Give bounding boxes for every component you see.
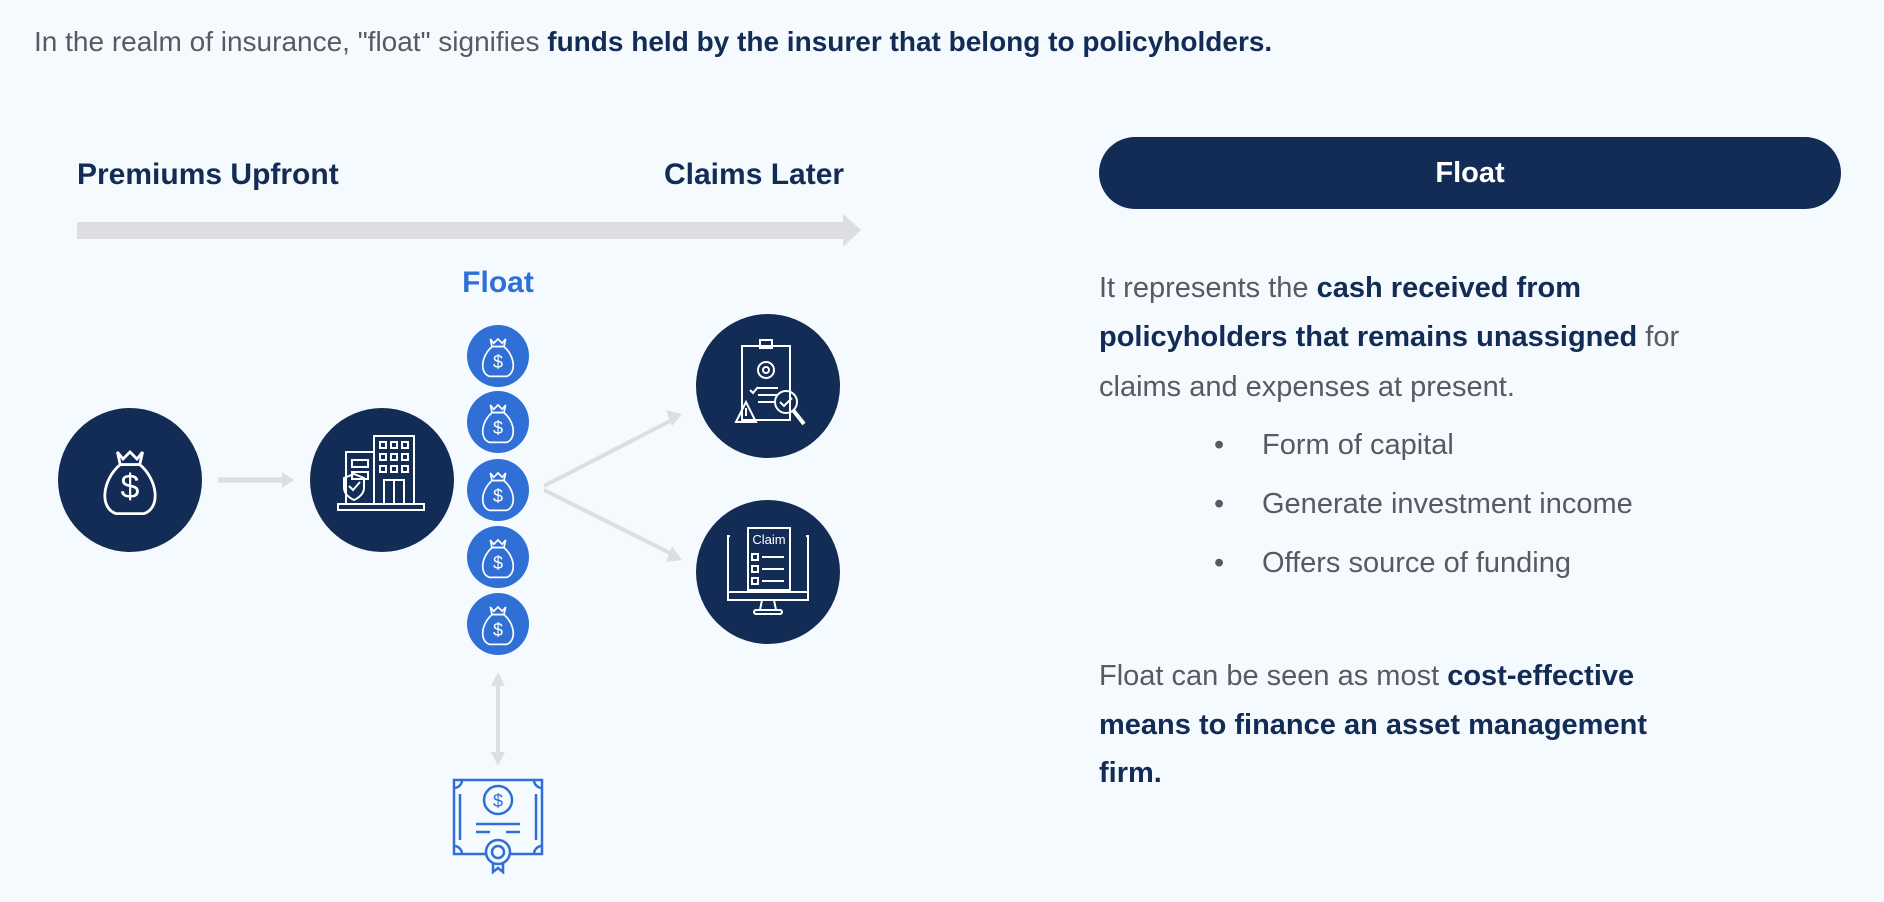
- coin-bag-icon: $: [467, 593, 529, 655]
- bullet-dot: •: [1214, 429, 1225, 461]
- text: It represents the: [1099, 272, 1317, 304]
- arrow-to-insurer: [218, 472, 294, 488]
- premiums-upfront-label: Premiums Upfront: [77, 158, 339, 191]
- para1-line: policyholders that remains unassigned fo…: [1099, 321, 1679, 354]
- svg-text:$: $: [121, 468, 140, 506]
- bold-text: cash received from: [1316, 272, 1581, 304]
- intro-bold: funds held by the insurer that belong to…: [547, 26, 1273, 57]
- bold-text: cost-effective: [1447, 660, 1635, 692]
- svg-text:$: $: [493, 418, 503, 438]
- float-coins: $ $ $ $ $: [467, 325, 529, 655]
- coin-bag-icon: $: [467, 325, 529, 387]
- svg-text:$: $: [493, 791, 503, 811]
- claims-later-label: Claims Later: [664, 158, 845, 191]
- para2-line: firm.: [1099, 757, 1162, 790]
- coin-bag-icon: $: [467, 526, 529, 588]
- bullet-dot: •: [1214, 488, 1225, 520]
- intro-text: In the realm of insurance, "float" signi…: [34, 26, 1272, 58]
- para2-line: means to finance an asset management: [1099, 709, 1647, 742]
- bullet-item: • Offers source of funding: [1214, 547, 1571, 580]
- para1-line: It represents the cash received from: [1099, 272, 1581, 305]
- para2-line: Float can be seen as most cost-effective: [1099, 660, 1634, 693]
- float-title-pill: Float: [1099, 137, 1841, 209]
- certificate-icon: $: [452, 778, 544, 875]
- bold-text: means to finance an asset management: [1099, 709, 1647, 741]
- coin-bag-icon: $: [467, 459, 529, 521]
- float-diagram-label: Float: [462, 266, 534, 299]
- bold-text: policyholders that remains unassigned: [1099, 321, 1638, 353]
- bold-text: firm.: [1099, 757, 1162, 789]
- money-bag-icon: $: [58, 408, 202, 552]
- coin-bag-icon: $: [467, 391, 529, 453]
- bullet-dot: •: [1214, 547, 1225, 579]
- arrows-to-claims: [543, 410, 682, 562]
- claims-review-icon: [696, 314, 840, 458]
- text: for: [1637, 321, 1680, 353]
- text: Float can be seen as most: [1099, 660, 1448, 692]
- text: claims and expenses at present.: [1099, 371, 1515, 403]
- bullet-text: Generate investment income: [1262, 488, 1633, 520]
- intro-plain: In the realm of insurance, "float" signi…: [34, 26, 548, 57]
- bullet-text: Form of capital: [1262, 429, 1454, 461]
- insurance-building-icon: [310, 408, 454, 552]
- vertical-double-arrow: [491, 672, 505, 766]
- svg-text:$: $: [493, 553, 503, 573]
- bullet-item: • Form of capital: [1214, 429, 1454, 462]
- svg-text:$: $: [493, 486, 503, 506]
- svg-text:$: $: [493, 352, 503, 372]
- para1-line: claims and expenses at present.: [1099, 371, 1515, 404]
- claim-icon-text: Claim: [752, 532, 785, 547]
- svg-text:$: $: [493, 620, 503, 640]
- claim-form-monitor-icon: Claim: [696, 500, 840, 644]
- bullet-text: Offers source of funding: [1262, 547, 1571, 579]
- bullet-item: • Generate investment income: [1214, 488, 1633, 521]
- timeline-arrow: [77, 214, 861, 247]
